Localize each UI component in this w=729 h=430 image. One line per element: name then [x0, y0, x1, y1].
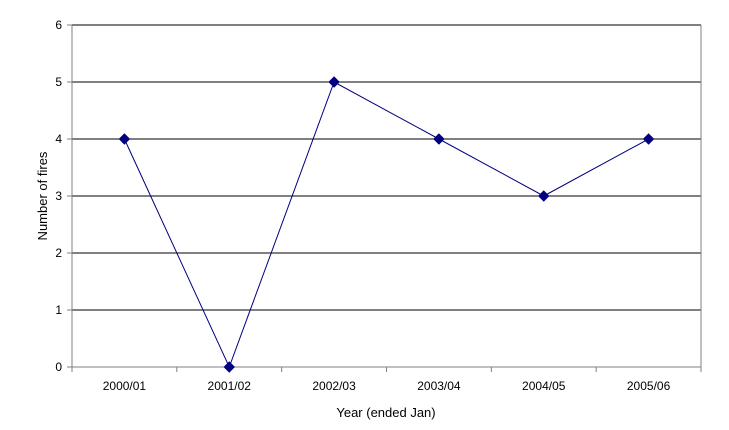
y-tick-label-0: 0: [55, 360, 62, 374]
x-tick-label-2004-05: 2004/05: [522, 379, 566, 393]
x-tick-label-2003-04: 2003/04: [417, 379, 461, 393]
x-tick-label-2000-01: 2000/01: [103, 379, 147, 393]
x-axis-ticks: 2000/01 2001/02 2002/03 2003/04 2004/05 2005/…: [71, 367, 702, 393]
series-group: [118, 76, 655, 373]
data-point-2004-05: [538, 190, 550, 202]
series-line-0: [123, 81, 649, 369]
data-point-2003-04: [433, 133, 445, 145]
x-tick-label-2002-03: 2002/03: [312, 379, 356, 393]
data-point-2000-01: [118, 133, 131, 145]
data-point-2005-06: [642, 133, 655, 145]
y-tick-label-5: 5: [55, 75, 62, 89]
y-tick-label-4: 4: [55, 132, 62, 146]
data-point-2001-02: [223, 361, 235, 373]
data-point-2002-03: [328, 76, 340, 88]
y-axis-title: Number of fires: [35, 151, 50, 240]
x-tick-label-2001-02: 2001/02: [208, 379, 252, 393]
y-tick-label-3: 3: [55, 189, 62, 203]
x-axis-title: Year (ended Jan): [336, 405, 435, 420]
y-axis-ticks: 0 1 2 3 4 5 6: [55, 18, 72, 374]
gridlines: [72, 24, 701, 311]
y-tick-label-2: 2: [55, 246, 62, 260]
x-tick-label-2005-06: 2005/06: [627, 379, 671, 393]
y-tick-label-6: 6: [55, 18, 62, 32]
y-tick-label-1: 1: [55, 303, 62, 317]
